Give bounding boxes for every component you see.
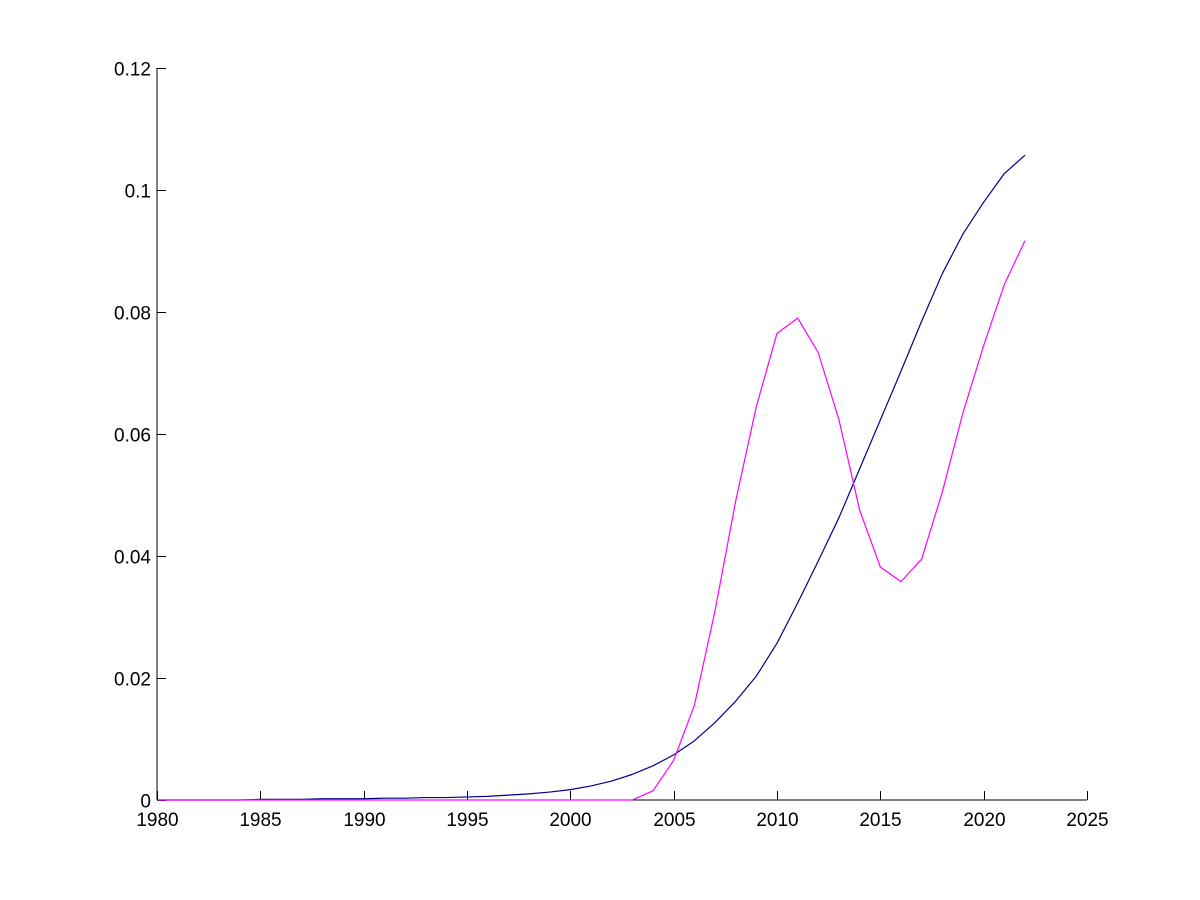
y-tick-label: 0.06 bbox=[114, 426, 151, 447]
plot-area: 0 0.02 0.04 0.06 0.08 0.1 0.12 1980 1985 1990 199… bbox=[114, 60, 1109, 832]
x-tick-label: 2005 bbox=[653, 810, 695, 831]
y-tick-label: 0.04 bbox=[114, 548, 151, 569]
y-tick-label: 0 bbox=[140, 792, 151, 813]
x-tick-label: 2020 bbox=[963, 810, 1005, 831]
x-tick-label: 1985 bbox=[239, 810, 281, 831]
x-axis-ticks: 1980 1985 1990 1995 2000 2005 2010 2015 2020 2025 bbox=[136, 791, 1109, 831]
series-line-1 bbox=[157, 154, 1026, 801]
x-tick-label: 1980 bbox=[136, 810, 178, 831]
y-tick-label: 0.1 bbox=[125, 182, 151, 203]
x-tick-label: 2015 bbox=[859, 810, 901, 831]
x-tick-label: 2025 bbox=[1066, 810, 1108, 831]
y-tick-label: 0.12 bbox=[114, 60, 151, 81]
y-tick-label: 0.08 bbox=[114, 304, 151, 325]
y-axis-ticks: 0 0.02 0.04 0.06 0.08 0.1 0.12 bbox=[114, 60, 166, 813]
x-tick-label: 1990 bbox=[343, 810, 385, 831]
x-tick-label: 2000 bbox=[549, 810, 591, 831]
series-group bbox=[157, 154, 1026, 801]
x-tick-label: 1995 bbox=[446, 810, 488, 831]
series-line-2 bbox=[157, 240, 1026, 801]
y-tick-label: 0.02 bbox=[114, 670, 151, 691]
x-tick-label: 2010 bbox=[756, 810, 798, 831]
